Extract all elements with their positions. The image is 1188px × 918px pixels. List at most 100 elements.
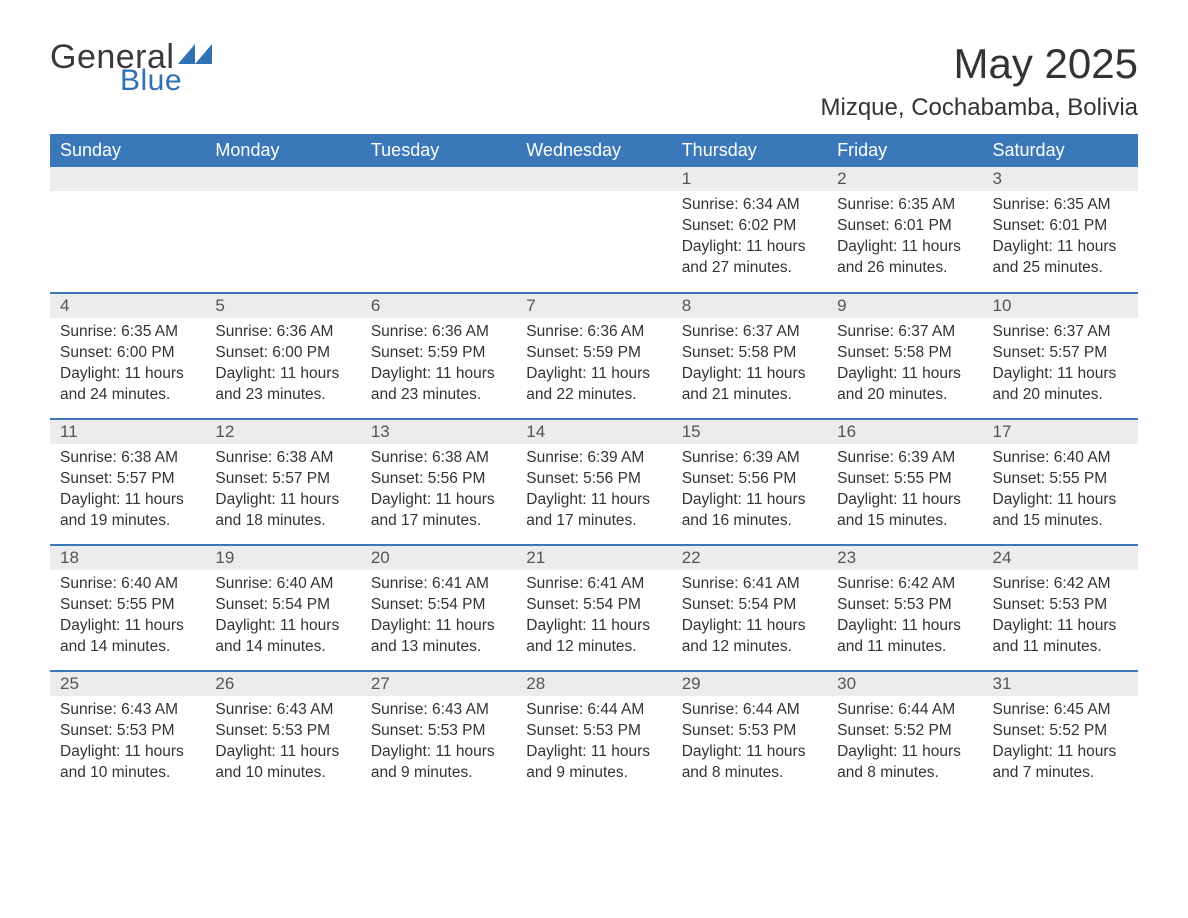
day-body: Sunrise: 6:37 AMSunset: 5:58 PMDaylight:… xyxy=(672,318,827,416)
daylight-text: Daylight: 11 hours and 8 minutes. xyxy=(682,742,817,784)
sunset-text: Sunset: 5:54 PM xyxy=(215,595,350,616)
day-number: 1 xyxy=(672,167,827,191)
sunrise-text: Sunrise: 6:36 AM xyxy=(215,322,350,343)
day-body: Sunrise: 6:36 AMSunset: 5:59 PMDaylight:… xyxy=(516,318,671,416)
daylight-text: Daylight: 11 hours and 14 minutes. xyxy=(215,616,350,658)
day-cell: 9 Sunrise: 6:37 AMSunset: 5:58 PMDaylight… xyxy=(827,293,982,419)
sunset-text: Sunset: 5:56 PM xyxy=(682,469,817,490)
sunrise-text: Sunrise: 6:43 AM xyxy=(371,700,506,721)
day-body: Sunrise: 6:36 AMSunset: 6:00 PMDaylight:… xyxy=(205,318,360,416)
daylight-text: Daylight: 11 hours and 20 minutes. xyxy=(837,364,972,406)
sunset-text: Sunset: 5:57 PM xyxy=(215,469,350,490)
sunrise-text: Sunrise: 6:40 AM xyxy=(215,574,350,595)
day-cell: 8Sunrise: 6:37 AMSunset: 5:58 PMDaylight… xyxy=(672,293,827,419)
col-friday: Friday xyxy=(827,134,982,167)
daylight-text: Daylight: 11 hours and 15 minutes. xyxy=(993,490,1128,532)
logo-text-blue: Blue xyxy=(120,66,212,96)
day-body: Sunrise: 6:35 AMSunset: 6:01 PMDaylight:… xyxy=(983,191,1138,289)
calendar-table: Sunday Monday Tuesday Wednesday Thursday… xyxy=(50,134,1138,797)
day-cell: 3Sunrise: 6:35 AMSunset: 6:01 PMDaylight… xyxy=(983,167,1138,293)
day-body: Sunrise: 6:40 AMSunset: 5:54 PMDaylight:… xyxy=(205,570,360,668)
sunrise-text: Sunrise: 6:34 AM xyxy=(682,195,817,216)
sunrise-text: Sunrise: 6:36 AM xyxy=(371,322,506,343)
day-number: 9 xyxy=(827,294,982,318)
daylight-text: Daylight: 11 hours and 12 minutes. xyxy=(682,616,817,658)
day-number: 7 xyxy=(516,294,671,318)
day-cell: 22Sunrise: 6:41 AMSunset: 5:54 PMDayligh… xyxy=(672,545,827,671)
col-sunday: Sunday xyxy=(50,134,205,167)
sunrise-text: Sunrise: 6:39 AM xyxy=(837,448,972,469)
day-cell: 19Sunrise: 6:40 AMSunset: 5:54 PMDayligh… xyxy=(205,545,360,671)
day-number xyxy=(361,167,516,191)
day-cell xyxy=(205,167,360,293)
sunset-text: Sunset: 5:55 PM xyxy=(60,595,195,616)
sunrise-text: Sunrise: 6:41 AM xyxy=(371,574,506,595)
day-cell xyxy=(516,167,671,293)
day-cell: 1Sunrise: 6:34 AMSunset: 6:02 PMDaylight… xyxy=(672,167,827,293)
day-header-row: Sunday Monday Tuesday Wednesday Thursday… xyxy=(50,134,1138,167)
col-monday: Monday xyxy=(205,134,360,167)
sunrise-text: Sunrise: 6:43 AM xyxy=(215,700,350,721)
day-cell: 11Sunrise: 6:38 AMSunset: 5:57 PMDayligh… xyxy=(50,419,205,545)
daylight-text: Daylight: 11 hours and 24 minutes. xyxy=(60,364,195,406)
sunrise-text: Sunrise: 6:37 AM xyxy=(993,322,1128,343)
day-cell: 12Sunrise: 6:38 AMSunset: 5:57 PMDayligh… xyxy=(205,419,360,545)
day-number: 6 xyxy=(361,294,516,318)
sunset-text: Sunset: 5:55 PM xyxy=(993,469,1128,490)
sunset-text: Sunset: 5:55 PM xyxy=(837,469,972,490)
day-body: Sunrise: 6:38 AMSunset: 5:57 PMDaylight:… xyxy=(205,444,360,542)
sunrise-text: Sunrise: 6:41 AM xyxy=(526,574,661,595)
day-number: 27 xyxy=(361,672,516,696)
sunset-text: Sunset: 5:54 PM xyxy=(371,595,506,616)
daylight-text: Daylight: 11 hours and 25 minutes. xyxy=(993,237,1128,279)
day-number: 24 xyxy=(983,546,1138,570)
sunset-text: Sunset: 5:57 PM xyxy=(993,343,1128,364)
day-cell: 23Sunrise: 6:42 AMSunset: 5:53 PMDayligh… xyxy=(827,545,982,671)
day-number: 11 xyxy=(50,420,205,444)
day-number: 8 xyxy=(672,294,827,318)
sunset-text: Sunset: 5:53 PM xyxy=(215,721,350,742)
sunset-text: Sunset: 5:58 PM xyxy=(837,343,972,364)
week-row: 18 Sunrise: 6:40 AM Sunset: 5:55 PM Dayligh… xyxy=(50,545,1138,671)
day-number: 20 xyxy=(361,546,516,570)
col-wednesday: Wednesday xyxy=(516,134,671,167)
sunset-text: Sunset: 5:54 PM xyxy=(682,595,817,616)
day-body: Sunrise: 6:38 AMSunset: 5:57 PMDaylight:… xyxy=(50,444,205,542)
sunrise-text: Sunrise: 6:35 AM xyxy=(993,195,1128,216)
day-cell: 26 Sunrise: 6:43 AMSunset: 5:53 PMDayligh… xyxy=(205,671,360,797)
sunset-text: Sunset: 5:57 PM xyxy=(60,469,195,490)
week-row: 11Sunrise: 6:38 AMSunset: 5:57 PMDayligh… xyxy=(50,419,1138,545)
sunset-text: Sunset: 6:00 PM xyxy=(60,343,195,364)
day-body: Sunrise: 6:45 AMSunset: 5:52 PMDaylight:… xyxy=(983,696,1138,794)
daylight-text: Daylight: 11 hours and 19 minutes. xyxy=(60,490,195,532)
daylight-text: Daylight: 11 hours and 9 minutes. xyxy=(371,742,506,784)
daylight-text: Daylight: 11 hours and 17 minutes. xyxy=(371,490,506,532)
week-row: 25Sunrise: 6:43 AMSunset: 5:53 PMDayligh… xyxy=(50,671,1138,797)
day-number: 18 xyxy=(50,546,205,570)
day-number xyxy=(516,167,671,191)
daylight-text: Daylight: 11 hours and 21 minutes. xyxy=(682,364,817,406)
sunrise-text: Sunrise: 6:35 AM xyxy=(837,195,972,216)
sunrise-text: Sunrise: 6:39 AM xyxy=(682,448,817,469)
day-number xyxy=(50,167,205,191)
sunset-text: Sunset: 5:53 PM xyxy=(371,721,506,742)
sunrise-text: Sunrise: 6:44 AM xyxy=(526,700,661,721)
day-cell: 21Sunrise: 6:41 AMSunset: 5:54 PMDayligh… xyxy=(516,545,671,671)
sunrise-text: Sunrise: 6:37 AM xyxy=(837,322,972,343)
sunrise-text: Sunrise: 6:44 AM xyxy=(682,700,817,721)
sunset-text: Sunset: 5:56 PM xyxy=(371,469,506,490)
daylight-text: Daylight: 11 hours and 23 minutes. xyxy=(371,364,506,406)
logo-triangle-icon xyxy=(178,44,212,68)
sunrise-text: Sunrise: 6:40 AM xyxy=(993,448,1128,469)
sunrise-text: Sunrise: 6:42 AM xyxy=(993,574,1128,595)
day-number: 26 xyxy=(205,672,360,696)
day-number: 14 xyxy=(516,420,671,444)
sunset-text: Sunset: 5:59 PM xyxy=(371,343,506,364)
day-number: 13 xyxy=(361,420,516,444)
day-body: Sunrise: 6:41 AMSunset: 5:54 PMDaylight:… xyxy=(361,570,516,668)
day-body: Sunrise: 6:38 AMSunset: 5:56 PMDaylight:… xyxy=(361,444,516,542)
daylight-text: Daylight: 11 hours and 10 minutes. xyxy=(215,742,350,784)
day-body: Sunrise: 6:42 AMSunset: 5:53 PMDaylight:… xyxy=(827,570,982,668)
day-body: Sunrise: 6:39 AMSunset: 5:55 PMDaylight:… xyxy=(827,444,982,542)
col-tuesday: Tuesday xyxy=(361,134,516,167)
